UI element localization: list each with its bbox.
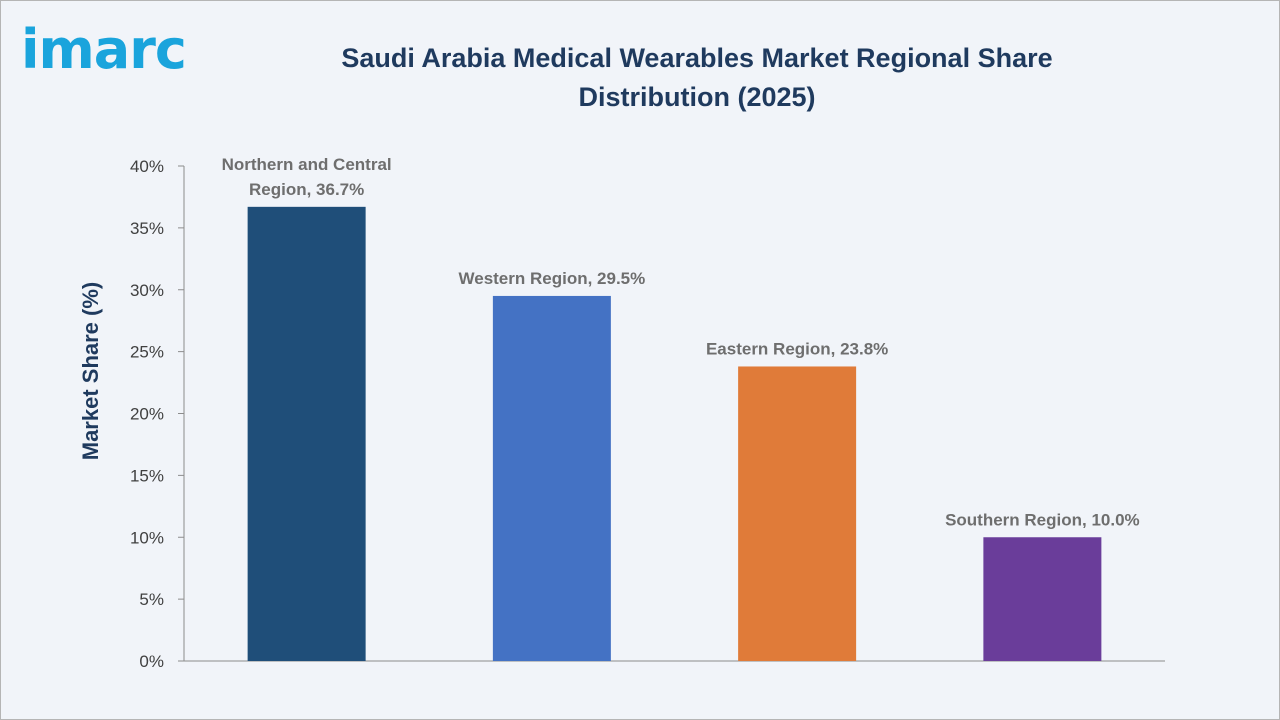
axes: 0% 5% 10% 15% 20% 25% 30% 35% 40% [130,157,1165,671]
bars [247,206,1102,661]
y-tick-label: 15% [130,466,164,485]
bar [738,366,857,661]
bar-data-label: Southern Region, 10.0% [945,510,1140,529]
bar-data-label: Northern and Central [222,155,392,174]
bar [247,206,366,661]
y-tick-label: 25% [130,343,164,362]
y-tick-label: 35% [130,219,164,238]
bar-data-label: Region, 36.7% [249,180,364,199]
y-tick-label: 40% [130,157,164,176]
y-tick-label: 20% [130,405,164,424]
y-tick-label: 0% [139,652,164,671]
chart-title: Saudi Arabia Medical Wearables Market Re… [341,43,1053,112]
bar-data-label: Western Region, 29.5% [459,269,646,288]
y-tick-label: 30% [130,281,164,300]
bar-data-label: Eastern Region, 23.8% [706,339,888,358]
y-tick-label: 10% [130,528,164,547]
data-labels: Northern and Central Region, 36.7% Western… [222,155,1140,529]
bar [983,537,1102,661]
y-tick-label: 5% [139,590,164,609]
bar [492,295,611,661]
imarc-logo: imarc [21,18,187,81]
